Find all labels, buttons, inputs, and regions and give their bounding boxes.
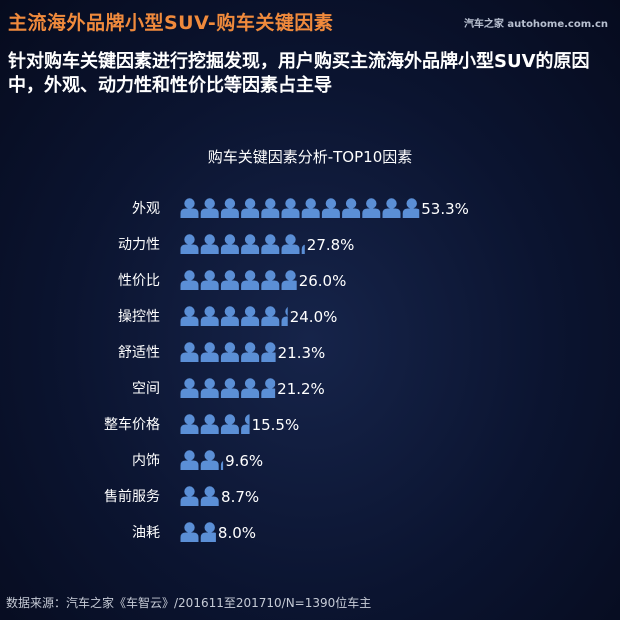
category-label: 售前服务 (104, 488, 160, 505)
bar-icons (180, 450, 224, 470)
data-source-note: 数据来源：汽车之家《车智云》/201611至201710/N=1390位车主 (6, 596, 372, 610)
bar-icons (180, 378, 276, 398)
bar-icons (180, 486, 219, 506)
subtitle: 针对购车关键因素进行挖掘发现，用户购买主流海外品牌小型SUV的原因中，外观、动力… (8, 51, 590, 96)
category-label: 外观 (132, 201, 160, 217)
category-label: 整车价格 (104, 416, 160, 433)
chart-title: 购车关键因素分析-TOP10因素 (207, 148, 413, 166)
category-label: 操控性 (118, 309, 160, 325)
header-title: 主流海外品牌小型SUV-购车关键因素 (8, 12, 334, 34)
value-label: 8.7% (221, 488, 259, 506)
bar-icons (180, 342, 276, 362)
value-label: 27.8% (307, 236, 355, 254)
bar-icons (180, 270, 297, 290)
category-label: 油耗 (132, 525, 160, 541)
category-label: 舒适性 (118, 345, 160, 361)
category-label: 性价比 (118, 273, 160, 289)
value-label: 21.3% (278, 344, 326, 362)
value-label: 26.0% (299, 272, 347, 290)
value-label: 8.0% (218, 524, 256, 542)
value-label: 24.0% (290, 308, 338, 326)
bar-icons (180, 414, 250, 434)
category-label: 内饰 (132, 453, 160, 469)
value-label: 9.6% (225, 452, 263, 470)
value-label: 15.5% (252, 416, 300, 434)
value-label: 21.2% (277, 380, 325, 398)
value-label: 53.3% (421, 200, 469, 218)
watermark-logo: 汽车之家 autohome.com.cn (463, 19, 608, 30)
category-label: 空间 (132, 381, 160, 397)
bar-icons (180, 234, 305, 254)
bar-icons (180, 198, 420, 218)
bar-icons (180, 306, 288, 326)
bar-icons (180, 522, 216, 542)
category-label: 动力性 (118, 237, 160, 253)
